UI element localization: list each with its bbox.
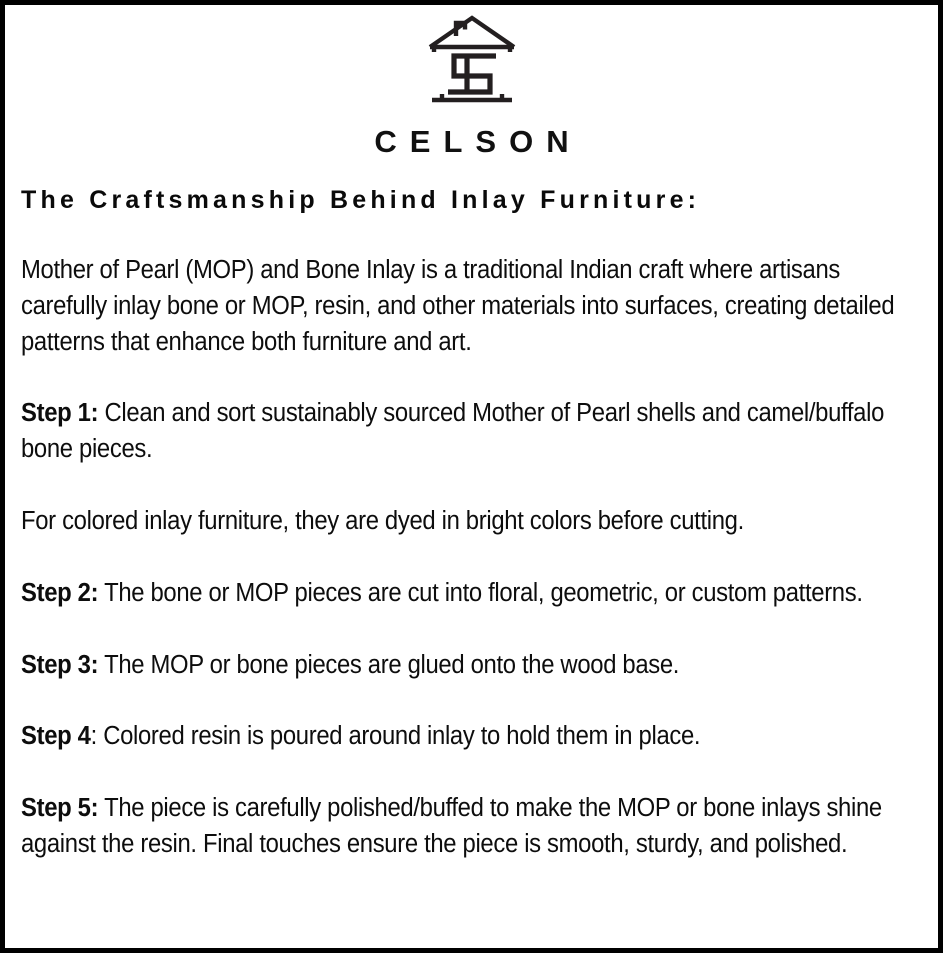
step-separator-5: : [90,794,99,823]
step-separator-4: : [90,722,98,751]
step-paragraph-1: Step 1: Clean and sort sustainably sourc… [21,396,916,468]
step-paragraph-3: Step 3: The MOP or bone pieces are glued… [21,648,916,684]
step-text-1: Clean and sort sustainably sourced Mothe… [21,399,885,464]
article-body: The Craftsmanship Behind Inlay Furniture… [5,185,938,863]
step-separator-3: : [90,650,99,679]
step-separator-1: : [90,399,99,428]
step-label-4: Step 4 [21,722,91,751]
page-title: The Craftsmanship Behind Inlay Furniture… [21,186,701,214]
brand-wordmark: CELSON [374,124,582,159]
house-monogram-logo-icon [428,15,515,103]
step-separator-2: : [90,578,99,607]
note-paragraph: For colored inlay furniture, they are dy… [21,506,744,535]
brand-header: CELSON [5,5,938,157]
step-label-2: Step 2 [21,578,91,607]
step-paragraph-5: Step 5: The piece is carefully polished/… [21,791,916,863]
step-label-3: Step 3 [21,650,91,679]
intro-paragraph: Mother of Pearl (MOP) and Bone Inlay is … [21,256,895,356]
step-label-1: Step 1 [21,399,91,428]
step-label-5: Step 5 [21,794,91,823]
step-text-4: Colored resin is poured around inlay to … [96,722,701,751]
step-paragraph-4: Step 4: Colored resin is poured around i… [21,719,916,755]
step-text-2: The bone or MOP pieces are cut into flor… [98,578,863,607]
step-text-5: The piece is carefully polished/buffed t… [21,794,882,858]
step-text-3: The MOP or bone pieces are glued onto th… [98,650,680,679]
step-paragraph-2: Step 2: The bone or MOP pieces are cut i… [21,576,916,612]
